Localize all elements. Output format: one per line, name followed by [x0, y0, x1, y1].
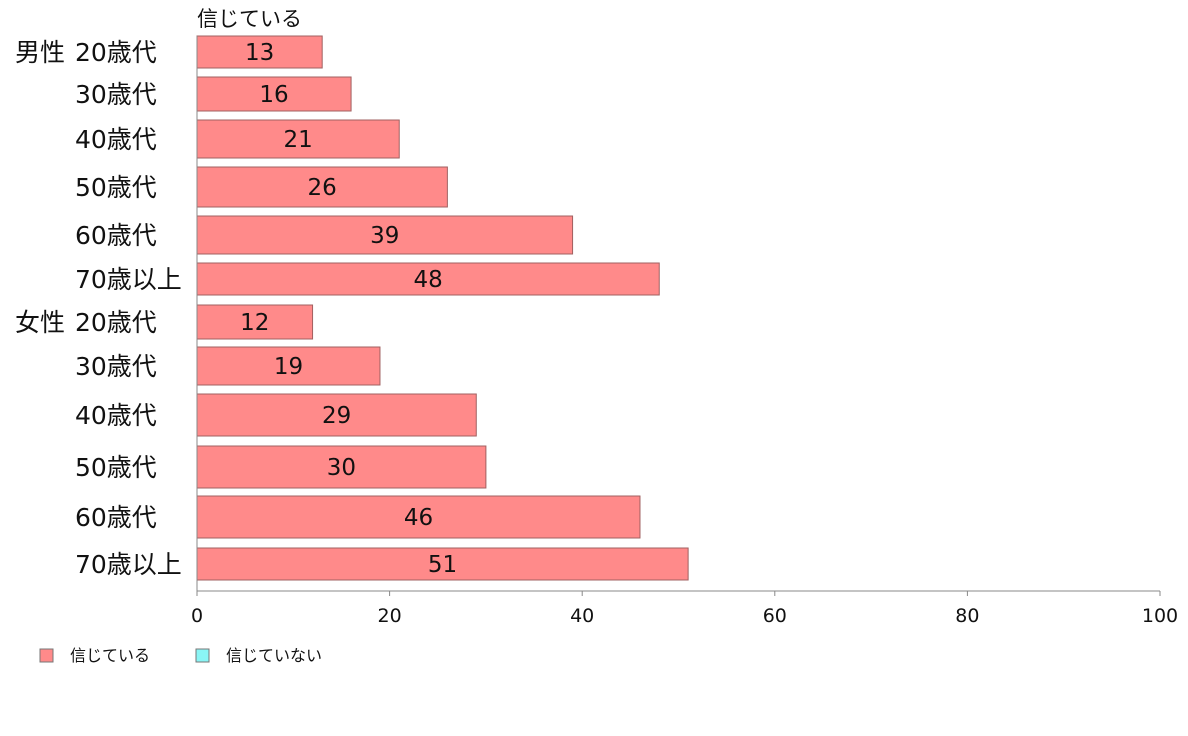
bar [196, 76, 352, 112]
bar-value-label: 29 [322, 403, 351, 429]
legend-label: 信じていない [226, 646, 322, 665]
category-label: 50歳代 [75, 173, 157, 202]
bar [196, 495, 641, 539]
category-label: 40歳代 [75, 401, 157, 430]
bar-value-label: 19 [274, 354, 303, 380]
bar [196, 445, 487, 489]
bar-value-label: 30 [327, 455, 356, 481]
bar [196, 119, 400, 159]
category-label: 70歳以上 [75, 550, 182, 579]
x-tick-label: 60 [763, 605, 787, 627]
category-label: 60歳代 [75, 503, 157, 532]
bar [196, 215, 574, 255]
category-label: 40歳代 [75, 125, 157, 154]
category-label: 50歳代 [75, 453, 157, 482]
group-label: 女性 [15, 308, 65, 337]
bar-value-label: 51 [428, 552, 457, 578]
legend-swatch [195, 648, 210, 663]
bar [196, 304, 314, 340]
legend-label: 信じている [70, 646, 150, 665]
category-label: 70歳以上 [75, 265, 182, 294]
x-tick-label: 0 [191, 605, 203, 627]
bar [196, 547, 689, 581]
x-tick-label: 20 [378, 605, 402, 627]
x-axis: 0 20 40 60 80 100 [191, 36, 1178, 627]
bar-value-label: 13 [245, 40, 274, 66]
bar-value-label: 39 [370, 223, 399, 249]
category-labels: 20歳代 30歳代 40歳代 50歳代 60歳代 70歳以上 20歳代 30歳代 40歳代 50歳… [75, 38, 182, 579]
x-tick-label: 80 [955, 605, 979, 627]
bar-value-label: 26 [308, 175, 337, 201]
bar-value-label: 46 [404, 505, 433, 531]
bar [196, 35, 323, 69]
bar-value-label: 16 [259, 82, 288, 108]
x-tick-label: 100 [1142, 605, 1178, 627]
legend: 信じている 信じていない [39, 646, 322, 665]
group-label: 男性 [15, 38, 65, 67]
bar-value-label: 12 [240, 310, 269, 336]
category-label: 30歳代 [75, 80, 157, 109]
category-label: 30歳代 [75, 352, 157, 381]
category-label: 60歳代 [75, 221, 157, 250]
category-label: 20歳代 [75, 38, 157, 67]
bar-value-label: 48 [413, 267, 442, 293]
category-label: 20歳代 [75, 308, 157, 337]
x-tick-label: 40 [570, 605, 594, 627]
series-title: 信じている [197, 7, 302, 31]
bar [196, 166, 448, 208]
bar-value-label: 21 [283, 127, 312, 153]
legend-swatch [39, 648, 54, 663]
